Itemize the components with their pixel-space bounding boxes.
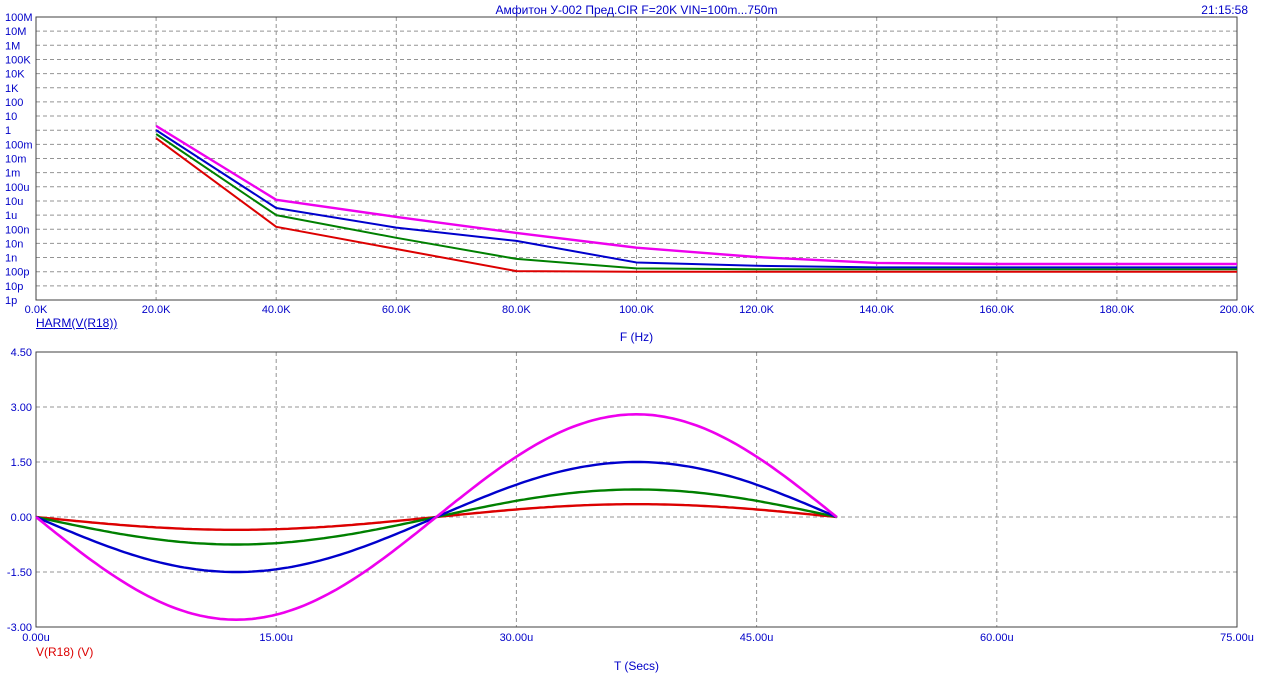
window-title: Амфитон У-002 Пред.CIR F=20K VIN=100m...…: [495, 3, 778, 17]
harmonic-x-tick-label: 140.0K: [859, 304, 895, 316]
harmonic-y-tick-label: 1: [5, 125, 11, 137]
transient-x-tick-label: 0.00u: [22, 632, 50, 644]
harmonic-x-tick-label: 100.0K: [619, 304, 655, 316]
harmonic-y-tick-label: 1p: [5, 295, 17, 307]
clock: 21:15:58: [1201, 3, 1248, 17]
harmonic-trace-red: [155, 137, 1237, 273]
harmonic-y-tick-label: 1K: [5, 83, 19, 95]
harmonic-y-tick-label: 1n: [5, 253, 17, 265]
transient-y-tick-label: 3.00: [11, 402, 32, 414]
harmonic-x-tick-label: 180.0K: [1099, 304, 1135, 316]
transient-y-tick-label: -3.00: [7, 622, 32, 634]
harmonic-y-tick-label: 10u: [5, 196, 23, 208]
harmonic-y-tick-label: 100M: [5, 12, 33, 24]
harmonic-x-tick-label: 40.0K: [262, 304, 291, 316]
harmonic-trace-blue: [155, 129, 1237, 269]
harmonic-xaxis-label: F (Hz): [619, 330, 654, 344]
transient-trace-magenta: [35, 412, 838, 622]
harmonic-y-tick-label: 10n: [5, 238, 23, 250]
harmonic-y-tick-label: 100K: [5, 54, 31, 66]
transient-plot-border: [35, 351, 1238, 628]
harmonic-y-tick-label: 100p: [5, 267, 29, 279]
harmonic-y-tick-label: 10M: [5, 26, 26, 38]
harmonic-y-tick-label: 1M: [5, 40, 20, 52]
harmonic-y-tick-label: 10p: [5, 281, 23, 293]
harmonic-y-tick-label: 10m: [5, 154, 26, 166]
transient-y-tick-label: 0.00: [11, 512, 32, 524]
harmonic-y-tick-label: 10K: [5, 69, 25, 81]
harmonic-y-tick-label: 100u: [5, 182, 29, 194]
harmonic-trace-green: [155, 133, 1237, 271]
transient-y-tick-label: -1.50: [7, 567, 32, 579]
transient-y-tick-label: 4.50: [11, 347, 32, 359]
transient-x-tick-label: 75.00u: [1220, 632, 1254, 644]
transient-expression-label[interactable]: V(R18) (V): [36, 645, 94, 659]
transient-y-tick-label: 1.50: [11, 457, 32, 469]
harmonic-x-tick-label: 160.0K: [979, 304, 1015, 316]
transient-x-tick-label: 30.00u: [500, 632, 534, 644]
harmonic-x-tick-label: 80.0K: [502, 304, 531, 316]
harmonic-expression-label[interactable]: HARM(V(R18)): [36, 316, 118, 330]
harmonic-x-tick-label: 20.0K: [142, 304, 171, 316]
harmonic-y-tick-label: 1m: [5, 168, 20, 180]
transient-x-tick-label: 45.00u: [740, 632, 774, 644]
harmonic-x-tick-label: 60.0K: [382, 304, 411, 316]
harmonic-x-tick-label: 200.0K: [1220, 304, 1256, 316]
harmonic-y-tick-label: 1u: [5, 210, 17, 222]
harmonic-x-tick-label: 120.0K: [739, 304, 775, 316]
harmonic-y-tick-label: 100m: [5, 139, 33, 151]
harmonic-x-tick-label: 0.0K: [25, 304, 48, 316]
harmonic-y-tick-label: 10: [5, 111, 17, 123]
harmonic-y-tick-label: 100n: [5, 224, 29, 236]
harmonic-trace-magenta: [155, 124, 1237, 266]
transient-xaxis-label: T (Secs): [613, 659, 660, 673]
harmonic-y-tick-label: 100: [5, 97, 23, 109]
transient-x-tick-label: 15.00u: [259, 632, 293, 644]
transient-x-tick-label: 60.00u: [980, 632, 1014, 644]
harmonic-plot-border: [35, 16, 1238, 301]
